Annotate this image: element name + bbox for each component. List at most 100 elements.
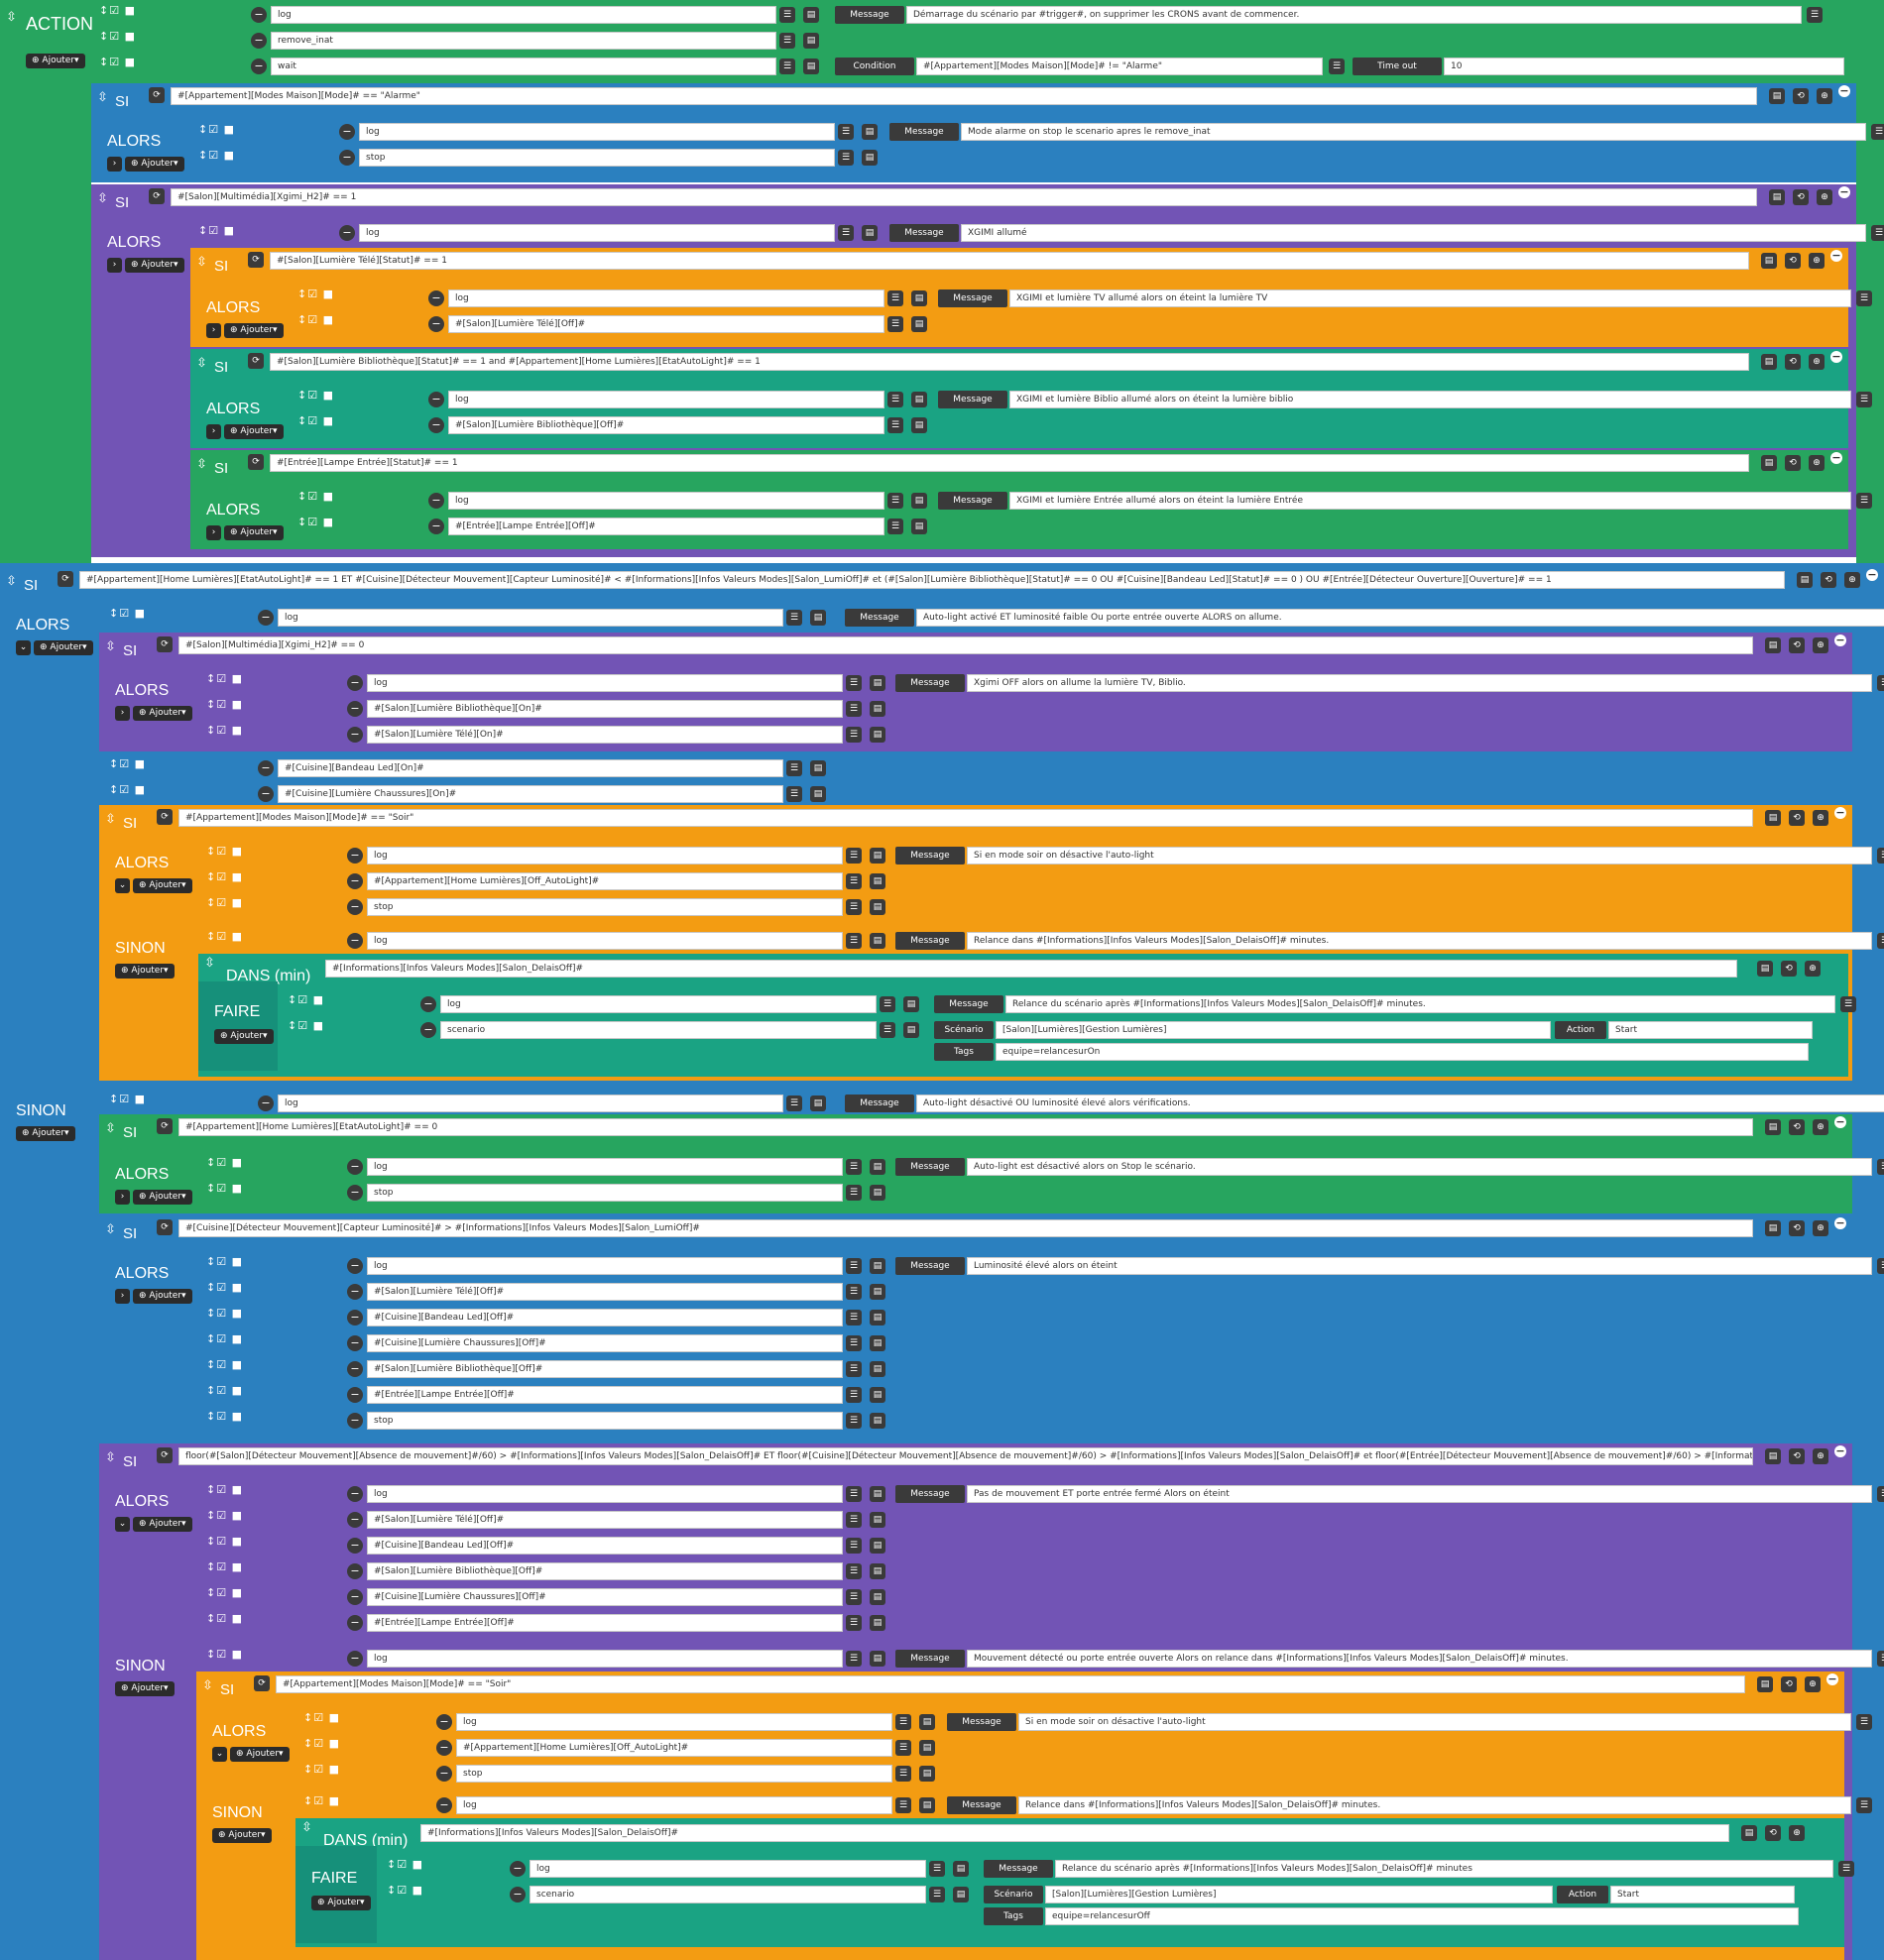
menu-icon[interactable]: ☰ bbox=[887, 493, 903, 509]
refresh-icon[interactable]: ⟳ bbox=[157, 636, 173, 652]
add-button[interactable]: ⊕ Ajouter▾ bbox=[230, 1747, 290, 1762]
command-input[interactable]: #[Entrée][Lampe Entrée][Off]# bbox=[367, 1386, 843, 1404]
menu-icon[interactable]: ☰ bbox=[1877, 933, 1884, 949]
remove-icon[interactable]: − bbox=[510, 1861, 526, 1877]
command-input[interactable]: #[Salon][Lumière Bibliothèque][On]# bbox=[367, 700, 843, 718]
message-input[interactable]: Auto-light activé ET luminosité faible O… bbox=[916, 609, 1884, 627]
remove-icon[interactable]: − bbox=[436, 1766, 452, 1782]
command-input[interactable]: #[Salon][Lumière Bibliothèque][Off]# bbox=[367, 1562, 843, 1580]
add-button[interactable]: ⊕ Ajouter▾ bbox=[133, 706, 192, 721]
options-icon[interactable]: ▤ bbox=[803, 7, 819, 23]
remove-icon[interactable]: − bbox=[428, 392, 444, 407]
collapse-icon[interactable]: − bbox=[1826, 1672, 1838, 1685]
command-input[interactable]: log bbox=[271, 6, 776, 24]
remove-icon[interactable]: − bbox=[347, 1284, 363, 1300]
chevron-icon[interactable]: › bbox=[107, 157, 122, 172]
copy-icon[interactable]: ⊕ bbox=[1813, 1119, 1828, 1135]
chevron-icon[interactable]: › bbox=[115, 1289, 130, 1304]
options-icon[interactable]: ▤ bbox=[1757, 1676, 1773, 1692]
menu-icon[interactable]: ☰ bbox=[1871, 225, 1884, 241]
collapse-icon[interactable]: − bbox=[1830, 451, 1842, 464]
menu-icon[interactable]: ☰ bbox=[1856, 493, 1872, 509]
menu-icon[interactable]: ☰ bbox=[846, 848, 862, 864]
chevron-icon[interactable]: ⌄ bbox=[115, 878, 130, 893]
condition-input[interactable]: #[Salon][Lumière Télé][Statut]# == 1 bbox=[270, 252, 1749, 270]
condition-input[interactable]: #[Appartement][Modes Maison][Mode]# == "… bbox=[171, 87, 1757, 105]
row-toggles-icon[interactable]: ↕☑ ■ bbox=[109, 1093, 146, 1105]
chevron-icon[interactable]: › bbox=[115, 1190, 130, 1205]
row-toggles-icon[interactable]: ↕☑ ■ bbox=[387, 1858, 423, 1871]
dans-condition-input[interactable]: #[Informations][Infos Valeurs Modes][Sal… bbox=[420, 1824, 1729, 1842]
options-icon[interactable]: ▤ bbox=[870, 1387, 885, 1403]
options-icon[interactable]: ▤ bbox=[903, 996, 919, 1012]
row-toggles-icon[interactable]: ↕☑ ■ bbox=[288, 993, 324, 1006]
command-input[interactable]: log bbox=[278, 1095, 783, 1112]
options-icon[interactable]: ▤ bbox=[870, 727, 885, 743]
command-input[interactable]: #[Salon][Lumière Télé][Off]# bbox=[367, 1283, 843, 1301]
options-icon[interactable]: ▤ bbox=[803, 33, 819, 49]
command-input[interactable]: #[Appartement][Home Lumières][Off_AutoLi… bbox=[456, 1739, 892, 1757]
menu-icon[interactable]: ☰ bbox=[786, 786, 802, 802]
drag-handle-icon[interactable]: ⇳ bbox=[105, 1222, 116, 1237]
options-icon[interactable]: ▤ bbox=[1765, 1119, 1781, 1135]
add-button[interactable]: ⊕ Ajouter▾ bbox=[133, 1517, 192, 1532]
menu-icon[interactable]: ☰ bbox=[1856, 1714, 1872, 1730]
command-input[interactable]: log bbox=[367, 932, 843, 950]
remove-icon[interactable]: − bbox=[339, 150, 355, 166]
command-input[interactable]: #[Cuisine][Bandeau Led][Off]# bbox=[367, 1309, 843, 1326]
command-input[interactable]: log bbox=[367, 847, 843, 865]
remove-icon[interactable]: − bbox=[347, 848, 363, 864]
options-icon[interactable]: ▤ bbox=[862, 150, 878, 166]
command-input[interactable]: log bbox=[448, 289, 884, 307]
options-icon[interactable]: ▤ bbox=[1769, 189, 1785, 205]
options-icon[interactable]: ▤ bbox=[911, 392, 927, 407]
drag-handle-icon[interactable]: ⇳ bbox=[6, 10, 17, 25]
command-input[interactable]: stop bbox=[367, 898, 843, 916]
options-icon[interactable]: ▤ bbox=[870, 1361, 885, 1377]
command-input[interactable]: stop bbox=[456, 1765, 892, 1783]
remove-icon[interactable]: − bbox=[347, 1486, 363, 1502]
row-toggles-icon[interactable]: ↕☑ ■ bbox=[109, 607, 146, 620]
options-icon[interactable]: ▤ bbox=[870, 675, 885, 691]
row-toggles-icon[interactable]: ↕☑ ■ bbox=[206, 1332, 243, 1345]
row-toggles-icon[interactable]: ↕☑ ■ bbox=[206, 1307, 243, 1320]
message-input[interactable]: Relance du scénario après #[Informations… bbox=[1055, 1860, 1833, 1878]
drag-handle-icon[interactable]: ⇳ bbox=[196, 255, 207, 270]
menu-icon[interactable]: ☰ bbox=[1877, 1651, 1884, 1667]
menu-icon[interactable]: ☰ bbox=[929, 1887, 945, 1902]
remove-icon[interactable]: − bbox=[339, 124, 355, 140]
menu-icon[interactable]: ☰ bbox=[838, 225, 854, 241]
menu-icon[interactable]: ☰ bbox=[786, 610, 802, 626]
menu-icon[interactable]: ☰ bbox=[846, 1589, 862, 1605]
remove-icon[interactable]: − bbox=[347, 1563, 363, 1579]
menu-icon[interactable]: ☰ bbox=[846, 1563, 862, 1579]
menu-icon[interactable]: ☰ bbox=[880, 1022, 895, 1038]
row-toggles-icon[interactable]: ↕☑ ■ bbox=[206, 1358, 243, 1371]
drag-handle-icon[interactable]: ⇳ bbox=[196, 356, 207, 371]
menu-icon[interactable]: ☰ bbox=[1838, 1861, 1854, 1877]
menu-icon[interactable]: ☰ bbox=[779, 7, 795, 23]
menu-icon[interactable]: ☰ bbox=[846, 1387, 862, 1403]
timeout-input[interactable]: 10 bbox=[1444, 58, 1844, 75]
add-button[interactable]: ⊕ Ajouter▾ bbox=[224, 525, 284, 540]
row-toggles-icon[interactable]: ↕☑ ■ bbox=[206, 1384, 243, 1397]
menu-icon[interactable]: ☰ bbox=[1877, 1258, 1884, 1274]
command-input[interactable]: wait bbox=[271, 58, 776, 75]
command-input[interactable]: log bbox=[448, 492, 884, 510]
options-icon[interactable]: ▤ bbox=[911, 519, 927, 534]
menu-icon[interactable]: ☰ bbox=[880, 996, 895, 1012]
copy-icon[interactable]: ⊕ bbox=[1813, 1448, 1828, 1464]
menu-icon[interactable]: ☰ bbox=[929, 1861, 945, 1877]
options-icon[interactable]: ▤ bbox=[911, 493, 927, 509]
chevron-icon[interactable]: › bbox=[206, 424, 221, 439]
command-input[interactable]: log bbox=[456, 1713, 892, 1731]
remove-icon[interactable]: − bbox=[258, 760, 274, 776]
history-icon[interactable]: ⟲ bbox=[1781, 1676, 1797, 1692]
row-toggles-icon[interactable]: ↕☑ ■ bbox=[303, 1763, 340, 1776]
menu-icon[interactable]: ☰ bbox=[895, 1797, 911, 1813]
remove-icon[interactable]: − bbox=[428, 316, 444, 332]
remove-icon[interactable]: − bbox=[347, 701, 363, 717]
command-input[interactable]: scenario bbox=[530, 1886, 926, 1903]
row-toggles-icon[interactable]: ↕☑ ■ bbox=[198, 149, 235, 162]
remove-icon[interactable]: − bbox=[347, 1387, 363, 1403]
